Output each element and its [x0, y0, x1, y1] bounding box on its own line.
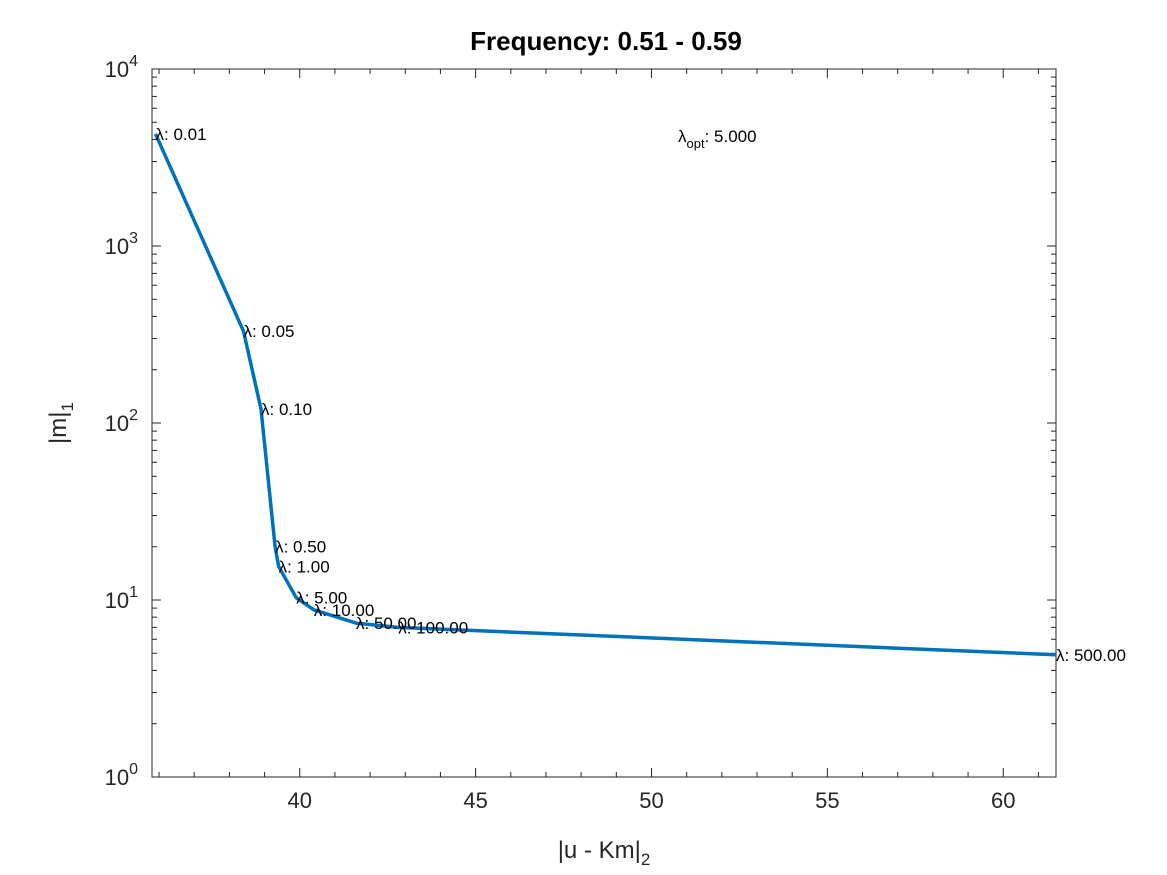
point-label: λ: 100.00	[398, 618, 468, 637]
point-labels: λ: 0.01 λ: 0.05 λ: 0.10 λ: 0.50λ: 1.00 λ: 5.…	[156, 125, 1126, 665]
series-line	[153, 133, 1057, 657]
x-tick-label: 40	[287, 788, 311, 813]
point-label: λ: 10.00	[314, 601, 375, 620]
point-label: λ: 0.50	[275, 538, 326, 557]
chart-title: Frequency: 0.51 - 0.59	[470, 26, 742, 56]
x-tick-label: 60	[991, 788, 1015, 813]
y-axis-label: |m|1	[45, 402, 77, 444]
point-label: λ: 0.05	[243, 322, 294, 341]
point-label: λ: 50.00	[356, 614, 417, 633]
x-tick-label: 55	[815, 788, 839, 813]
y-tick-label: 101	[105, 584, 138, 613]
point-label: λ: 5.00	[296, 589, 347, 608]
y-tick-label: 100	[105, 761, 138, 790]
point-label: λ: 1.00	[279, 557, 330, 576]
x-axis-label: |u - Km|2	[558, 837, 651, 869]
lambda-opt-annotation: λopt: 5.000	[678, 127, 757, 151]
x-tick-label: 50	[639, 788, 663, 813]
x-tick-labels: 40 45 50 55 60	[287, 788, 1015, 813]
x-tick-label: 45	[463, 788, 487, 813]
y-tick-label: 104	[105, 53, 138, 82]
y-tick-label: 102	[105, 407, 138, 436]
y-tick-labels: 100 101 102 103 104	[105, 53, 138, 790]
plot-area	[151, 68, 1057, 778]
point-label: λ: 0.10	[261, 400, 312, 419]
point-label: λ: 0.01	[156, 125, 207, 144]
y-tick-label: 103	[105, 230, 138, 259]
point-label: λ: 500.00	[1056, 646, 1126, 665]
axis-ticks	[152, 68, 1056, 778]
